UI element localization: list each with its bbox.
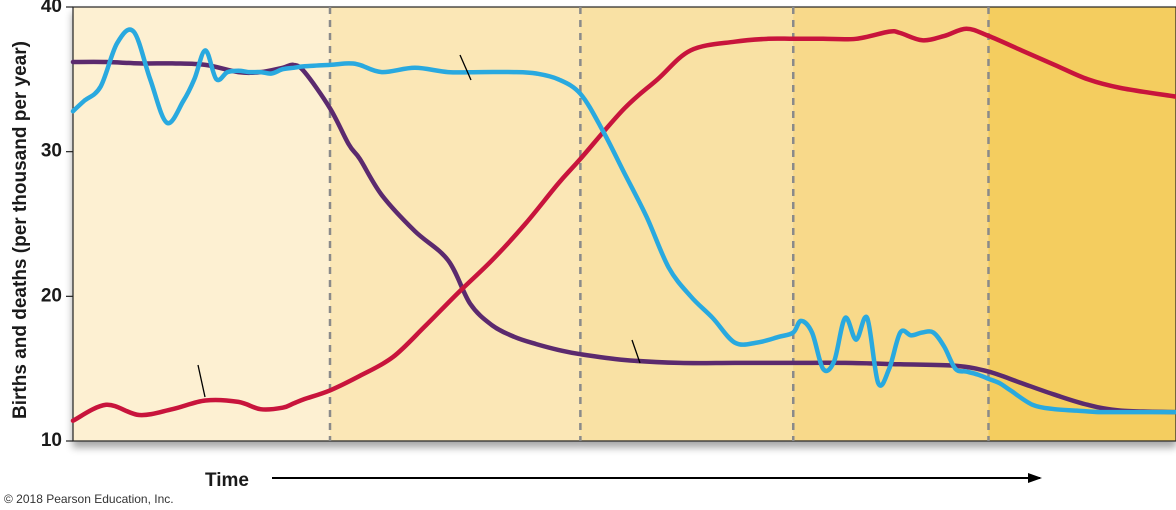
birth-line-pointer xyxy=(459,54,472,81)
plot-frame xyxy=(72,6,1176,442)
y-tick-label: 10 xyxy=(41,430,62,451)
stage-band-1 xyxy=(73,7,330,441)
death-line-pointer xyxy=(631,339,641,364)
birth-rate-line xyxy=(70,27,1176,415)
population-line xyxy=(70,26,1176,423)
label-pointer-lines xyxy=(197,54,641,398)
y-axis-ticks: 10 20 30 40 xyxy=(41,0,73,451)
population-line-pointer xyxy=(197,364,206,398)
y-tick-label: 30 xyxy=(41,141,62,162)
x-axis-label: Time xyxy=(205,470,249,491)
plot-background xyxy=(72,6,1176,442)
copyright-notice: © 2018 Pearson Education, Inc. xyxy=(4,492,174,506)
y-axis-label: Births and deaths (per thousand per year… xyxy=(10,41,31,419)
y-tick-label: 20 xyxy=(41,285,62,306)
stage-band-3 xyxy=(580,7,794,441)
stage-band-5 xyxy=(988,7,1176,441)
stage-band-4 xyxy=(793,7,989,441)
series-layer xyxy=(70,26,1176,423)
y-tick-label: 40 xyxy=(41,0,62,17)
